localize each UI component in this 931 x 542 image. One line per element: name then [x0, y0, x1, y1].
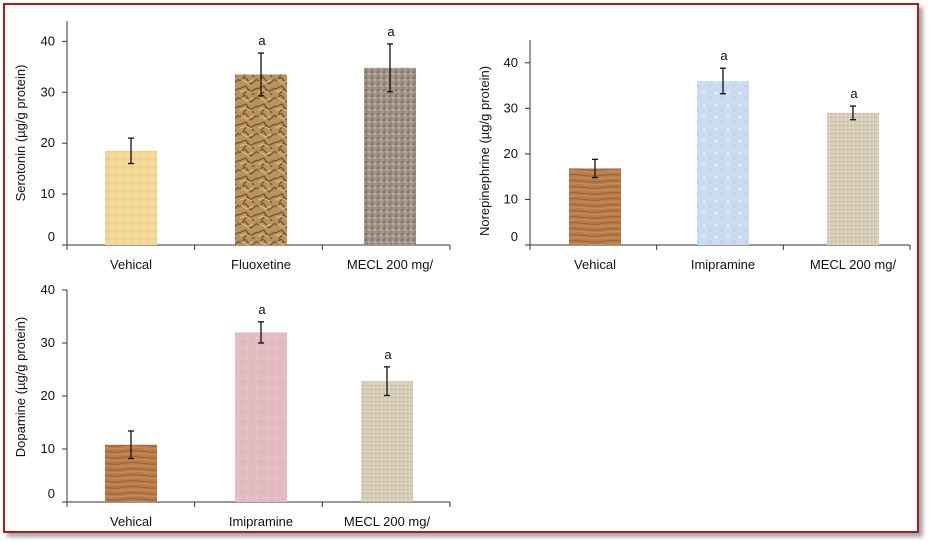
- y-tick-label: 10: [41, 441, 55, 456]
- bar-imipramine: [697, 81, 749, 245]
- y-tick-label: 30: [504, 100, 518, 115]
- y-tick-label: 0: [48, 229, 55, 244]
- significance-label: a: [387, 24, 395, 39]
- x-category-label: MECL 200 mg/: [344, 514, 431, 529]
- significance-label: a: [720, 48, 728, 63]
- bar-mecl-200-mg: [827, 112, 879, 245]
- y-tick-label: 20: [504, 146, 518, 161]
- x-category-label: Vehical: [110, 514, 152, 529]
- y-tick-label: 0: [48, 486, 55, 501]
- y-tick-label: 30: [41, 84, 55, 99]
- charts-canvas: 0 10 20 30 40 Serotonin (µg/g protein) Vehical…: [13, 21, 911, 529]
- x-category-label: MECL 200 mg/: [810, 257, 897, 272]
- y-tick-label: 40: [41, 33, 55, 48]
- x-category-label: Imipramine: [691, 257, 755, 272]
- significance-label: a: [258, 302, 266, 317]
- y-tick-label: 20: [41, 135, 55, 150]
- y-axis-label: Dopamine (µg/g protein): [13, 317, 28, 457]
- x-category-label: MECL 200 mg/: [347, 257, 434, 272]
- y-axis-label: Serotonin (µg/g protein): [13, 65, 28, 202]
- bar-mecl-200-mg: [364, 67, 416, 245]
- y-tick-label: 10: [504, 191, 518, 206]
- significance-label: a: [258, 33, 266, 48]
- significance-label: a: [850, 86, 858, 101]
- significance-label: a: [384, 347, 392, 362]
- y-tick-label: 10: [41, 186, 55, 201]
- y-tick-label: 0: [511, 229, 518, 244]
- y-axis-label: Norepinephrine (µg/g protein): [477, 66, 492, 236]
- y-tick-label: 30: [41, 335, 55, 350]
- y-tick-label: 40: [504, 55, 518, 70]
- y-tick-label: 20: [41, 388, 55, 403]
- bar-mecl-200-mg: [361, 381, 413, 502]
- bar-fluoxetine: [235, 74, 287, 245]
- bar-vehical: [105, 150, 157, 245]
- x-category-label: Vehical: [574, 257, 616, 272]
- x-category-label: Imipramine: [229, 514, 293, 529]
- y-tick-label: 40: [41, 282, 55, 297]
- bar-imipramine: [235, 332, 287, 502]
- bar-vehical: [569, 168, 621, 245]
- x-category-label: Vehical: [110, 257, 152, 272]
- figure-frame: 0 10 20 30 40 Serotonin (µg/g protein) Vehical…: [3, 3, 919, 533]
- x-category-label: Fluoxetine: [231, 257, 291, 272]
